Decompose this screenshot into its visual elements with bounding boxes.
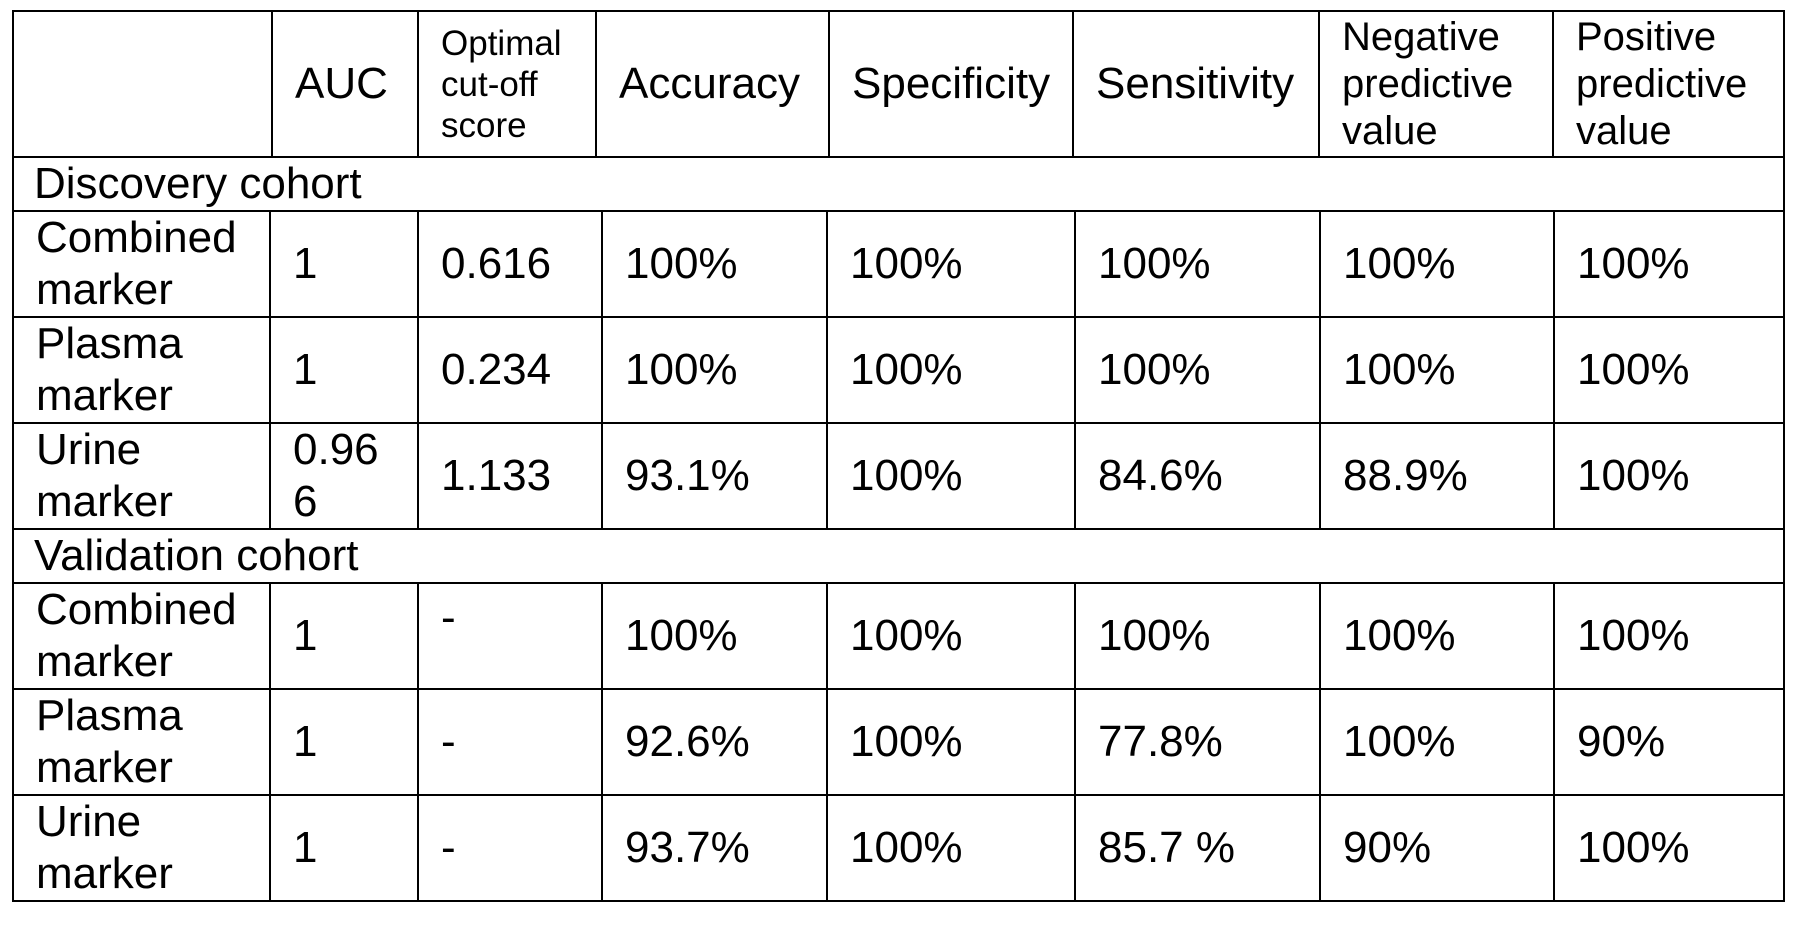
header-auc-label: AUC <box>295 58 388 110</box>
header-cell-sensitivity: Sensitivity <box>1074 12 1320 156</box>
specificity-cell: 100% <box>828 690 1076 794</box>
header-cell-npv: Negative predictive value <box>1320 12 1554 156</box>
cutoff-cell: 0.616 <box>419 212 603 316</box>
accuracy-cell: 93.1% <box>603 424 828 528</box>
auc-cell: 1 <box>271 584 419 688</box>
accuracy-cell: 92.6% <box>603 690 828 794</box>
specificity-cell: 100% <box>828 796 1076 900</box>
table-row: Combined marker 1 0.616 100% 100% 100% 1… <box>14 212 1785 318</box>
ppv-cell: 100% <box>1555 584 1785 688</box>
accuracy-cell: 100% <box>603 212 828 316</box>
header-specificity-label: Specificity <box>852 58 1050 110</box>
header-cell-auc: AUC <box>273 12 419 156</box>
header-ppv-label: Positive predictive value <box>1576 14 1747 155</box>
header-row: AUC Optimal cut-off score Accuracy Speci… <box>14 12 1785 158</box>
header-cell-ppv: Positive predictive value <box>1554 12 1785 156</box>
auc-cell: 1 <box>271 318 419 422</box>
cutoff-cell: - <box>419 584 603 688</box>
header-sensitivity-label: Sensitivity <box>1096 58 1294 110</box>
npv-cell: 88.9% <box>1321 424 1555 528</box>
row-label: Combined marker <box>14 212 271 316</box>
ppv-cell: 90% <box>1555 690 1785 794</box>
auc-cell: 1 <box>271 796 419 900</box>
auc-cell: 0.96 6 <box>271 424 419 528</box>
header-cell-accuracy: Accuracy <box>597 12 830 156</box>
specificity-cell: 100% <box>828 212 1076 316</box>
cutoff-cell: 0.234 <box>419 318 603 422</box>
auc-cell: 1 <box>271 690 419 794</box>
header-cell-blank <box>14 12 273 156</box>
table-row: Plasma marker 1 0.234 100% 100% 100% 100… <box>14 318 1785 424</box>
cutoff-cell: - <box>419 690 603 794</box>
npv-cell: 100% <box>1321 690 1555 794</box>
header-cutoff-label: Optimal cut-off score <box>441 23 562 146</box>
ppv-cell: 100% <box>1555 424 1785 528</box>
row-label: Urine marker <box>14 424 271 528</box>
table-row: Plasma marker 1 - 92.6% 100% 77.8% 100% … <box>14 690 1785 796</box>
header-accuracy-label: Accuracy <box>619 58 800 110</box>
npv-cell: 100% <box>1321 318 1555 422</box>
row-label: Plasma marker <box>14 318 271 422</box>
section-row-discovery: Discovery cohort <box>14 158 1785 212</box>
cutoff-cell: - <box>419 796 603 900</box>
specificity-cell: 100% <box>828 424 1076 528</box>
sensitivity-cell: 100% <box>1076 212 1321 316</box>
table-row: Combined marker 1 - 100% 100% 100% 100% … <box>14 584 1785 690</box>
sensitivity-cell: 85.7 % <box>1076 796 1321 900</box>
specificity-cell: 100% <box>828 584 1076 688</box>
sensitivity-cell: 77.8% <box>1076 690 1321 794</box>
section-title-validation: Validation cohort <box>14 530 1785 582</box>
auc-cell: 1 <box>271 212 419 316</box>
sensitivity-cell: 100% <box>1076 318 1321 422</box>
header-npv-label: Negative predictive value <box>1342 14 1513 155</box>
cutoff-cell: 1.133 <box>419 424 603 528</box>
row-label: Combined marker <box>14 584 271 688</box>
npv-cell: 90% <box>1321 796 1555 900</box>
sensitivity-cell: 100% <box>1076 584 1321 688</box>
ppv-cell: 100% <box>1555 796 1785 900</box>
npv-cell: 100% <box>1321 212 1555 316</box>
header-cell-cutoff: Optimal cut-off score <box>419 12 597 156</box>
section-title-discovery: Discovery cohort <box>14 158 1785 210</box>
row-label: Plasma marker <box>14 690 271 794</box>
row-label: Urine marker <box>14 796 271 900</box>
results-table: AUC Optimal cut-off score Accuracy Speci… <box>12 10 1785 902</box>
section-row-validation: Validation cohort <box>14 530 1785 584</box>
specificity-cell: 100% <box>828 318 1076 422</box>
table-row: Urine marker 1 - 93.7% 100% 85.7 % 90% 1… <box>14 796 1785 902</box>
ppv-cell: 100% <box>1555 212 1785 316</box>
accuracy-cell: 100% <box>603 584 828 688</box>
npv-cell: 100% <box>1321 584 1555 688</box>
accuracy-cell: 93.7% <box>603 796 828 900</box>
header-cell-specificity: Specificity <box>830 12 1074 156</box>
accuracy-cell: 100% <box>603 318 828 422</box>
ppv-cell: 100% <box>1555 318 1785 422</box>
sensitivity-cell: 84.6% <box>1076 424 1321 528</box>
table-row: Urine marker 0.96 6 1.133 93.1% 100% 84.… <box>14 424 1785 530</box>
